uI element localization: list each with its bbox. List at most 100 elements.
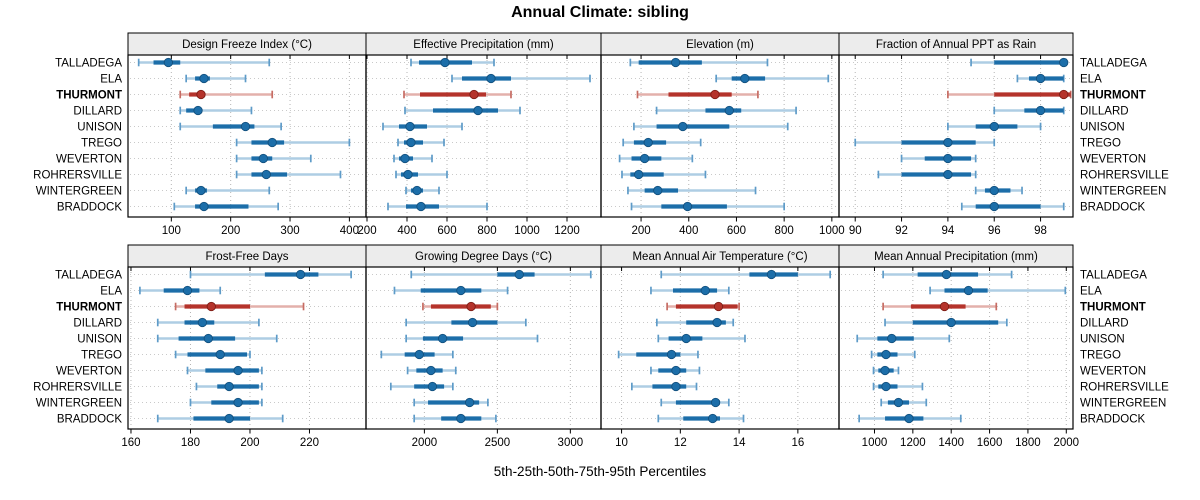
site-label-left: ROHRERSVILLE (33, 382, 122, 394)
panel-border (838, 266, 1074, 430)
percentile-row-TALLADEGA (189, 269, 352, 280)
percentile-row-WINTERGREEN (627, 185, 757, 196)
percentile-row-ROHRERSVILLE (877, 169, 977, 180)
percentile-row-ELA (1016, 73, 1065, 84)
percentile-row-BRADDOCK (387, 201, 488, 212)
site-label-left: TREGO (81, 350, 122, 362)
site-label-left: TREGO (81, 138, 122, 150)
site-label-right: THURMONT (1080, 302, 1146, 314)
axis-tick-label: 600 (727, 225, 746, 237)
site-label-right: THURMONT (1080, 90, 1146, 102)
median-dot (233, 397, 243, 408)
median-dot (963, 285, 974, 296)
percentile-row-TALLADEGA (629, 57, 769, 68)
percentile-row-DILLARD (156, 317, 260, 328)
median-dot (224, 413, 234, 424)
percentile-row-BRADDOCK (858, 413, 962, 424)
median-dot (710, 397, 721, 408)
median-dot (700, 285, 710, 296)
axis-tick-label: 200 (240, 437, 259, 449)
site-label-right: ROHRERSVILLE (1080, 170, 1169, 182)
axis-tick-label: 1000 (819, 225, 845, 237)
panel-strip-label: Elevation (m) (686, 39, 754, 51)
site-label-right: ELA (1080, 74, 1102, 86)
percentile-row-THURMONT (666, 301, 740, 312)
axis-tick-label: 98 (1034, 225, 1047, 237)
percentile-row-TREGO (397, 137, 445, 148)
percentile-row-ROHRERSVILLE (389, 381, 454, 392)
median-dot (514, 269, 524, 280)
median-dot (740, 73, 750, 84)
median-dot (261, 169, 271, 180)
axis-tick-label: 2000 (412, 437, 438, 449)
axis-tick-label: 1200 (900, 437, 926, 449)
median-dot (416, 201, 426, 212)
percentile-row-UNISON (405, 333, 539, 344)
percentile-row-ELA (451, 73, 591, 84)
percentile-row-WINTERGREEN (405, 185, 440, 196)
panel-strip-label: Mean Annual Precipitation (mm) (874, 251, 1038, 263)
median-dot (405, 121, 415, 132)
axis-tick-label: 2500 (485, 437, 511, 449)
panel-strip-label: Growing Degree Days (°C) (415, 251, 552, 263)
median-dot (634, 169, 644, 180)
site-label-right: BRADDOCK (1080, 202, 1146, 214)
median-dot (887, 333, 897, 344)
median-dot (414, 349, 424, 360)
panel-strip-label: Effective Precipitation (mm) (413, 39, 554, 51)
percentile-row-THURMONT (422, 301, 499, 312)
median-dot (427, 381, 438, 392)
panel-border (127, 54, 367, 218)
median-dot (197, 317, 208, 328)
percentile-row-ROHRERSVILLE (872, 381, 924, 392)
panel-elevation: Elevation (m) 200 400 600 800 1000 (600, 32, 845, 237)
site-label-left: TALLADEGA (55, 58, 122, 70)
median-dot (989, 121, 999, 132)
median-dot (400, 153, 410, 164)
percentile-row-ROHRERSVILLE (395, 169, 448, 180)
axis-tick-label: 94 (941, 225, 954, 237)
percentile-row-TREGO (622, 137, 702, 148)
percentile-row-TREGO (174, 349, 251, 360)
median-dot (196, 89, 206, 100)
median-dot (989, 185, 999, 196)
percentile-row-TREGO (854, 137, 996, 148)
percentile-row-WINTERGREEN (974, 185, 1023, 196)
median-dot (946, 317, 956, 328)
median-dot (182, 285, 193, 296)
median-dot (643, 137, 653, 148)
site-label-left: UNISON (77, 334, 122, 346)
axis-tick-label: 96 (988, 225, 1001, 237)
percentile-row-ELA (650, 285, 730, 296)
median-dot (440, 57, 450, 68)
axis-tick-label: 1400 (938, 437, 964, 449)
median-dot (881, 381, 891, 392)
percentile-row-ROHRERSVILLE (631, 381, 698, 392)
median-dot (941, 269, 952, 280)
median-dot (1059, 89, 1069, 100)
percentile-row-DILLARD (404, 105, 521, 116)
median-dot (466, 301, 476, 312)
panel-strip-label: Frost-Free Days (205, 251, 288, 263)
percentile-row-WEVERTON (900, 153, 977, 164)
median-dot (881, 349, 891, 360)
median-dot (712, 317, 722, 328)
axis-tick-label: 180 (181, 437, 200, 449)
median-dot (224, 381, 234, 392)
axis-tick-label: 1000 (862, 437, 888, 449)
site-label-left: DILLARD (73, 318, 122, 330)
axis-tick-label: 90 (849, 225, 862, 237)
percentile-row-TALLADEGA (970, 57, 1069, 68)
median-dot (403, 169, 413, 180)
median-dot (939, 301, 950, 312)
median-dot (456, 285, 466, 296)
percentile-row-ELA (929, 285, 1067, 296)
median-dot (240, 121, 251, 132)
percentile-row-THURMONT (947, 89, 1072, 100)
median-dot (199, 201, 209, 212)
percentile-row-ROHRERSVILLE (195, 381, 263, 392)
panel-mean_annual_precipitation: Mean Annual Precipitation (mm) 1000 1200 14… (838, 244, 1079, 449)
median-dot (1035, 73, 1046, 84)
panel-strip-label: Fraction of Annual PPT as Rain (876, 39, 1036, 51)
percentile-row-WEVERTON (406, 365, 457, 376)
